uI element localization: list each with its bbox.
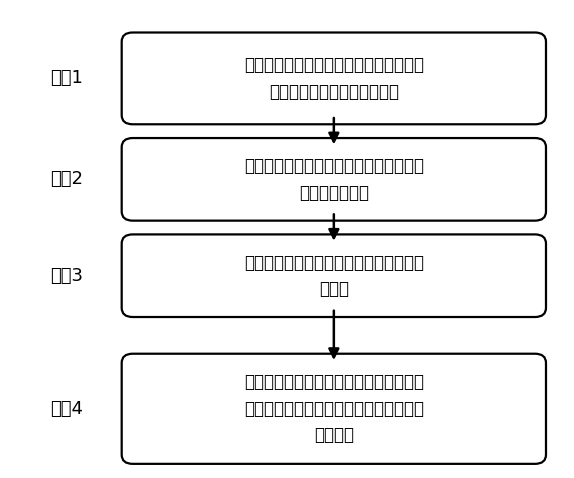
FancyBboxPatch shape (122, 234, 546, 317)
FancyBboxPatch shape (122, 33, 546, 124)
Text: 根据天然气组分信息及管道运行参数计算
天然气物性参数: 根据天然气组分信息及管道运行参数计算 天然气物性参数 (244, 157, 424, 202)
Text: 计算天然气各组分在阀室泄漏工况下的泄
漏速率: 计算天然气各组分在阀室泄漏工况下的泄 漏速率 (244, 253, 424, 298)
FancyBboxPatch shape (122, 138, 546, 221)
Text: 利用站场气质分析小屋采集输气干线所输
送天然气组分及管道运行参数: 利用站场气质分析小屋采集输气干线所输 送天然气组分及管道运行参数 (244, 56, 424, 100)
Text: 步骤4: 步骤4 (50, 400, 83, 418)
Text: 根据计算得出的泄漏速率，结合天然气物
性参数，给出阀室内可燃气体检测器建议
布置方式: 根据计算得出的泄漏速率，结合天然气物 性参数，给出阀室内可燃气体检测器建议 布置… (244, 373, 424, 444)
Text: 步骤1: 步骤1 (50, 69, 83, 87)
FancyBboxPatch shape (122, 354, 546, 464)
Text: 步骤3: 步骤3 (50, 267, 83, 285)
Text: 步骤2: 步骤2 (50, 170, 83, 188)
